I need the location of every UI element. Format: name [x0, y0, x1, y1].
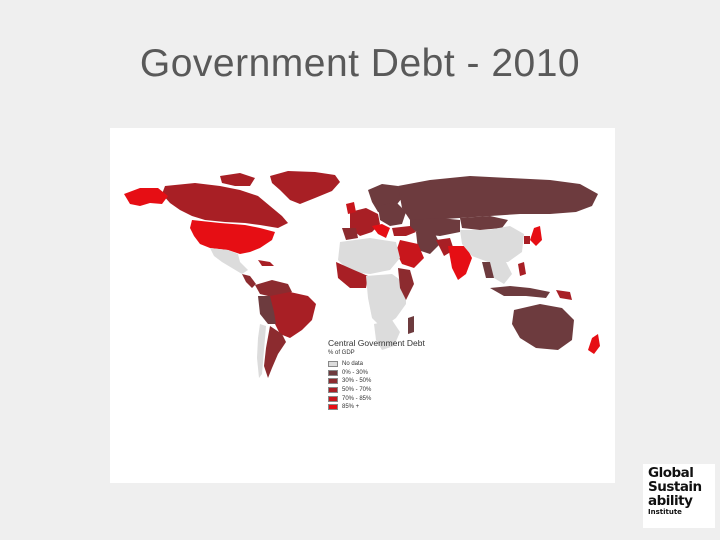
region-central-africa: [366, 274, 406, 328]
region-australia: [512, 304, 574, 350]
region-mongolia: [460, 216, 508, 230]
legend-item: 85% +: [328, 403, 425, 412]
region-italy-greece: [372, 224, 390, 238]
legend-label: 70% - 85%: [342, 395, 372, 402]
legend-item: 50% - 70%: [328, 386, 425, 395]
region-east-africa: [398, 268, 414, 300]
region-india: [448, 246, 472, 280]
legend-swatch: [328, 404, 338, 411]
region-turkey: [392, 226, 416, 236]
region-north-africa: [338, 238, 400, 274]
world-map: [124, 171, 600, 378]
region-greenland: [270, 171, 340, 204]
legend-swatch: [328, 378, 338, 385]
region-alaska: [124, 188, 168, 206]
legend-subtitle: % of GDP: [328, 350, 355, 356]
legend-item: No data: [328, 360, 425, 369]
gsi-logo: Global Sustain ability Institute: [643, 464, 715, 528]
legend-label: 0% - 30%: [342, 369, 369, 376]
region-central-america: [242, 274, 256, 288]
region-thailand: [482, 262, 494, 278]
region-arctic-islands: [220, 173, 255, 186]
region-china: [460, 226, 524, 262]
logo-line: ability: [648, 493, 693, 509]
region-argentina: [264, 326, 286, 378]
region-png: [556, 290, 572, 300]
region-new-zealand: [588, 334, 600, 354]
region-peru-bolivia: [258, 296, 276, 324]
region-chile: [257, 324, 266, 378]
region-colombia-venezuela: [255, 280, 292, 296]
legend-item: 0% - 30%: [328, 369, 425, 378]
region-brazil: [270, 292, 316, 338]
region-russia: [398, 176, 598, 220]
legend-swatch: [328, 395, 338, 402]
legend-item: 30% - 50%: [328, 377, 425, 386]
region-mexico: [210, 248, 248, 274]
legend-label: 30% - 50%: [342, 378, 372, 385]
logo-line: Global: [648, 465, 694, 481]
region-canada: [162, 183, 288, 228]
legend-label: 85% +: [342, 404, 360, 411]
region-madagascar: [408, 316, 414, 334]
logo-line: Institute: [648, 508, 682, 516]
legend-title: Central Government Debt: [328, 338, 425, 348]
region-caribbean: [258, 260, 274, 266]
region-uk: [346, 202, 356, 214]
map-legend: Central Government Debt % of GDP No data…: [328, 338, 425, 412]
region-western-europe: [350, 208, 380, 236]
legend-swatch: [328, 361, 338, 368]
region-iran: [416, 232, 440, 254]
region-usa: [190, 220, 275, 254]
legend-label: 50% - 70%: [342, 387, 372, 394]
region-southeast-asia: [490, 262, 512, 284]
legend-item: 70% - 85%: [328, 394, 425, 403]
region-indonesia: [490, 286, 550, 298]
map-panel: Central Government Debt % of GDP No data…: [110, 128, 615, 483]
region-japan: [530, 226, 542, 246]
legend-swatch: [328, 369, 338, 376]
logo-line: Sustain: [648, 479, 702, 495]
region-west-africa: [336, 262, 368, 288]
region-korea: [524, 236, 530, 244]
region-southern-africa: [374, 320, 400, 350]
legend-label: No data: [342, 361, 364, 368]
region-eastern-europe: [378, 202, 406, 226]
region-iberia: [342, 228, 358, 240]
region-kazakhstan: [410, 218, 460, 236]
legend-swatch: [328, 387, 338, 394]
slide-title: Government Debt - 2010: [139, 42, 581, 85]
region-saudi: [396, 240, 424, 268]
region-philippines: [518, 262, 526, 276]
